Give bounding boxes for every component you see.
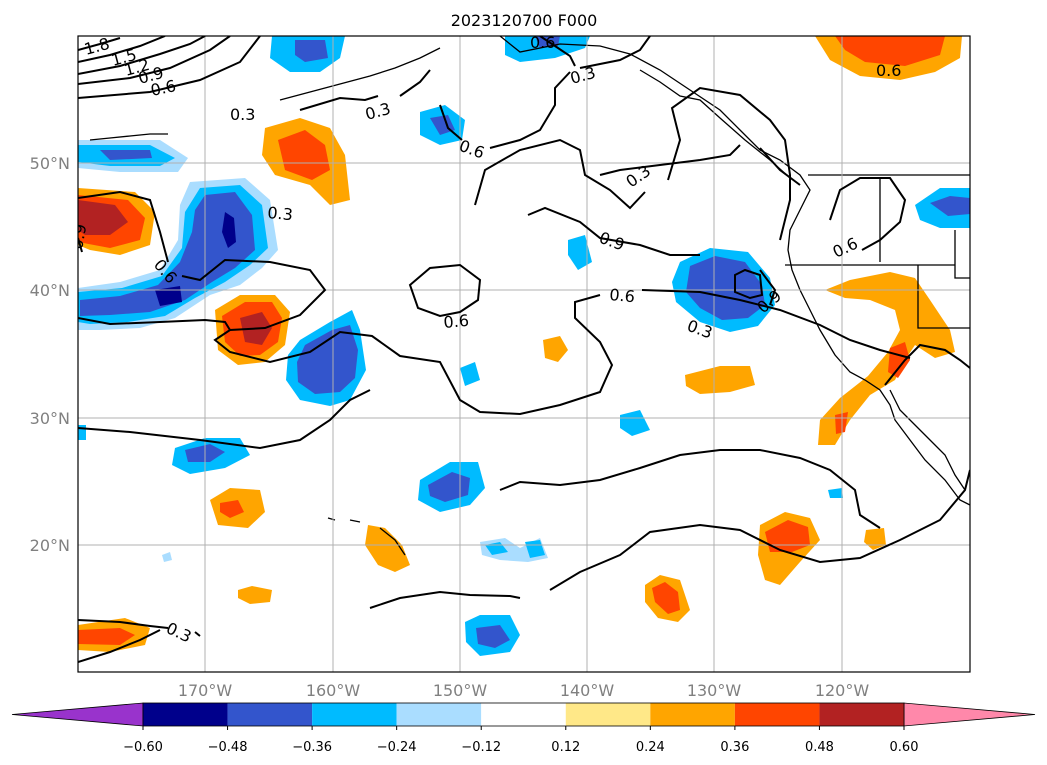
colorbar-segment	[227, 703, 313, 726]
colorbar-segment	[819, 703, 904, 726]
map-title: 2023120700 F000	[451, 11, 598, 30]
cool-patch	[430, 115, 455, 135]
contour-label: 1.8	[82, 34, 112, 59]
colorbar-segment	[396, 703, 482, 726]
colorbar-segment	[143, 703, 228, 726]
colorbar-segment	[565, 703, 651, 726]
warm-patch	[818, 272, 955, 445]
colorbar-tick-label: 0.60	[890, 740, 919, 755]
cool-patch	[295, 40, 328, 62]
colorbar-extend-low	[11, 702, 144, 727]
contour-label: 0.6	[443, 311, 470, 332]
colorbar-frame	[142, 702, 905, 727]
warm-patch	[543, 336, 568, 362]
colorbar-segment	[312, 703, 397, 726]
lat-label-20n: 20°N	[30, 536, 70, 555]
colorbar-tick-label: −0.48	[208, 740, 248, 755]
warm-patch	[365, 525, 410, 572]
contour-label: 0.6	[530, 33, 555, 52]
cool-patch	[686, 256, 765, 320]
colorbar-segment	[734, 703, 820, 726]
lon-label-120w: 120°W	[815, 681, 870, 700]
cool-patch	[222, 212, 236, 248]
contour-label: 0.6	[876, 61, 901, 80]
lon-label-130w: 130°W	[687, 681, 742, 700]
lon-label-170w: 170°W	[178, 681, 233, 700]
cool-patch	[155, 286, 182, 306]
lat-label-40n: 40°N	[30, 281, 70, 300]
cool-patch	[162, 552, 172, 562]
colorbar-segment	[481, 703, 566, 726]
warm-patch	[685, 366, 755, 394]
colorbar-tick-label: −0.36	[292, 740, 332, 755]
cool-patch	[297, 325, 358, 394]
contour-label: 0.6	[149, 76, 178, 100]
colorbar-tick-label: −0.24	[377, 740, 417, 755]
lon-label-160w: 160°W	[306, 681, 361, 700]
cool-patch	[100, 150, 152, 160]
contour-label: 0.6	[609, 285, 636, 306]
warm-patch	[220, 500, 244, 518]
colorbar-tick-label: −0.12	[461, 740, 501, 755]
contour-lines	[78, 36, 970, 663]
warm-patch	[278, 130, 330, 180]
colorbar-tick-label: 0.12	[551, 740, 580, 755]
cool-patch	[828, 488, 843, 498]
plot-frame	[77, 35, 971, 673]
cool-patch	[476, 625, 510, 648]
cool-patch	[620, 410, 650, 436]
colorbar-extend-high	[903, 702, 1036, 727]
warm-patch	[765, 520, 810, 552]
colorbar-tick-label: 0.48	[805, 740, 834, 755]
warm-patch	[238, 586, 272, 604]
cool-patch	[568, 235, 592, 270]
contour-label: 0.3	[267, 203, 294, 224]
cool-patch	[460, 362, 480, 386]
colorbar-segment	[650, 703, 735, 726]
lon-label-140w: 140°W	[560, 681, 615, 700]
contour-value-labels: 1.8 1.5 1.2 0.9 0.6 0.3 0.3 0.6 0.3 0.3 …	[78, 33, 901, 646]
colorbar-tick-label: 0.36	[720, 740, 749, 755]
warm-patch	[652, 582, 680, 614]
warm-patch	[888, 342, 910, 378]
contour-label: 0.3	[230, 105, 255, 124]
lat-label-30n: 30°N	[30, 409, 70, 428]
plot-area: 1.8 1.5 1.2 0.9 0.6 0.3 0.3 0.6 0.3 0.3 …	[78, 33, 970, 672]
cool-patch	[80, 192, 255, 316]
latitude-labels: 50°N 40°N 30°N 20°N	[30, 154, 70, 555]
warm-patch	[78, 200, 128, 235]
warm-patch	[835, 36, 945, 66]
lon-label-150w: 150°W	[433, 681, 488, 700]
cool-patch	[930, 196, 970, 216]
graticule	[78, 36, 970, 672]
cool-patch	[505, 36, 590, 62]
colorbar-tick-label: −0.60	[123, 740, 163, 755]
colorbar-tick-label: 0.24	[636, 740, 665, 755]
colorbar: −0.60 −0.48 −0.36 −0.24 −0.12 0.12 0.24 0.36 0.4…	[11, 702, 1036, 755]
warm-patch	[78, 628, 135, 645]
longitude-labels: 170°W 160°W 150°W 140°W 130°W 120°W	[178, 681, 870, 700]
lat-label-50n: 50°N	[30, 154, 70, 173]
coastlines	[89, 36, 970, 556]
